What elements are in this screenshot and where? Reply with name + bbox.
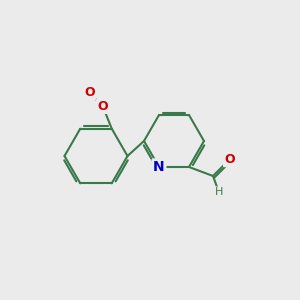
Text: O: O	[84, 86, 94, 99]
Text: H: H	[215, 188, 223, 197]
Text: O: O	[98, 100, 108, 113]
Text: O: O	[98, 100, 108, 113]
Text: O: O	[224, 153, 235, 166]
Text: O: O	[84, 86, 94, 99]
Text: N: N	[153, 160, 165, 174]
